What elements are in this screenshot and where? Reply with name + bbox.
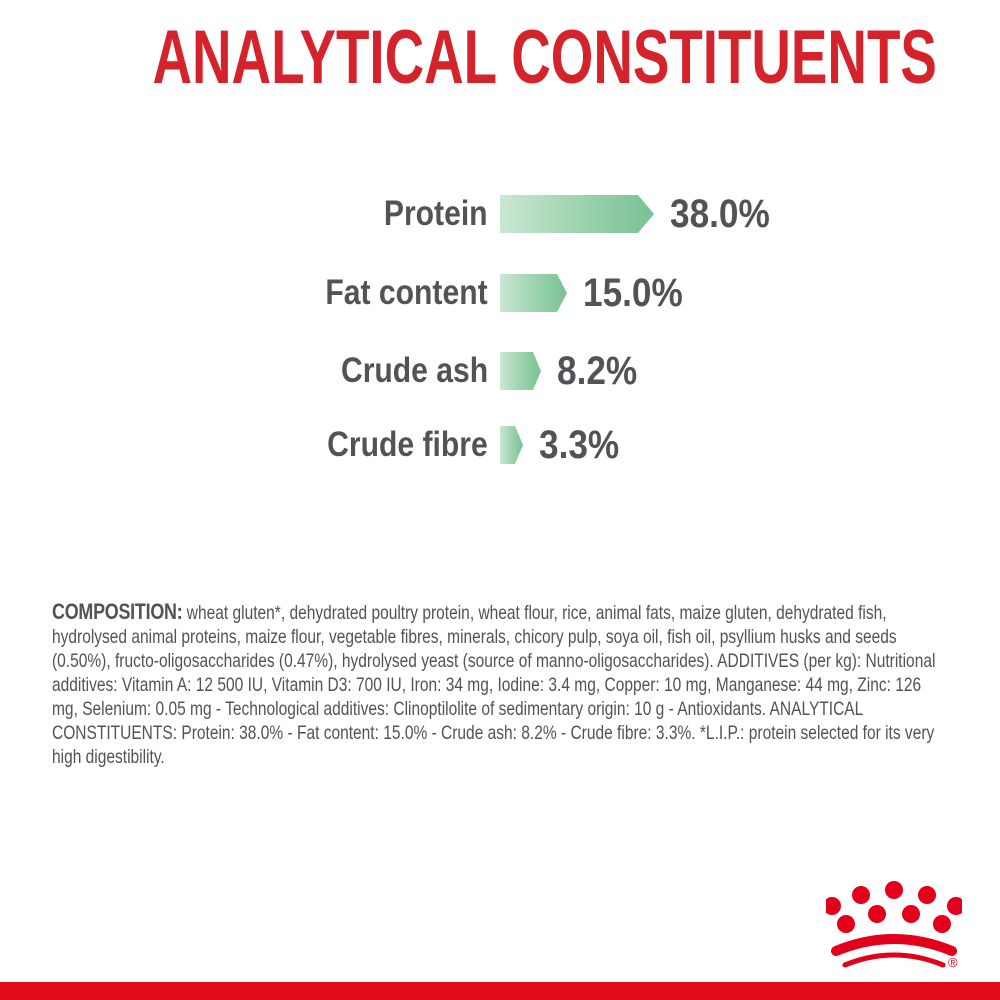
- bar-label: Crude ash: [0, 352, 488, 390]
- footer-red-band: [0, 982, 1000, 1000]
- crown-dots: [826, 881, 962, 933]
- value-bar-arrow: [500, 274, 567, 312]
- chart-row: Fat content 15.0%: [0, 271, 1000, 315]
- crown-arcs: [831, 934, 957, 968]
- value-bar-arrow: [500, 352, 541, 390]
- bar-label-text: Crude ash: [340, 351, 488, 390]
- royal-canin-crown-logo: ®: [826, 881, 962, 970]
- bar-value: 3.3%: [539, 423, 630, 467]
- chart-row: Crude ash 8.2%: [0, 349, 1000, 393]
- bar-value-text: 8.2%: [557, 349, 638, 393]
- bar-value-text: 15.0%: [583, 271, 683, 315]
- bar-value: 38.0%: [670, 192, 783, 236]
- bar-label: Fat content: [0, 274, 488, 312]
- bar-label: Protein: [0, 195, 488, 233]
- bar-value-text: 38.0%: [670, 192, 770, 236]
- bar-label: Crude fibre: [0, 426, 488, 464]
- bar-label-text: Fat content: [325, 273, 488, 312]
- bar-value: 15.0%: [583, 271, 696, 315]
- chart-row: Crude fibre 3.3%: [0, 423, 1000, 467]
- bar-label-text: Crude fibre: [327, 425, 488, 464]
- bar-value-text: 3.3%: [539, 423, 620, 467]
- value-bar-arrow: [500, 426, 523, 464]
- analytical-constituents-chart: Protein 38.0% Fat content 15.0% Crude ash 8.2…: [0, 192, 1000, 467]
- chart-row: Protein 38.0%: [0, 192, 1000, 236]
- composition-text: wheat gluten*, dehydrated poultry protei…: [52, 602, 936, 768]
- page-title-wrap: ANALYTICAL CONSTITUENTS: [0, 18, 1000, 98]
- value-bar-arrow: [500, 195, 654, 233]
- bar-label-text: Protein: [384, 194, 488, 233]
- registered-trademark-symbol: ®: [948, 955, 958, 970]
- page-title: ANALYTICAL CONSTITUENTS: [152, 15, 937, 100]
- bar-value: 8.2%: [557, 349, 648, 393]
- composition-label: COMPOSITION:: [52, 599, 183, 624]
- composition-paragraph: COMPOSITION: wheat gluten*, dehydrated p…: [52, 600, 945, 769]
